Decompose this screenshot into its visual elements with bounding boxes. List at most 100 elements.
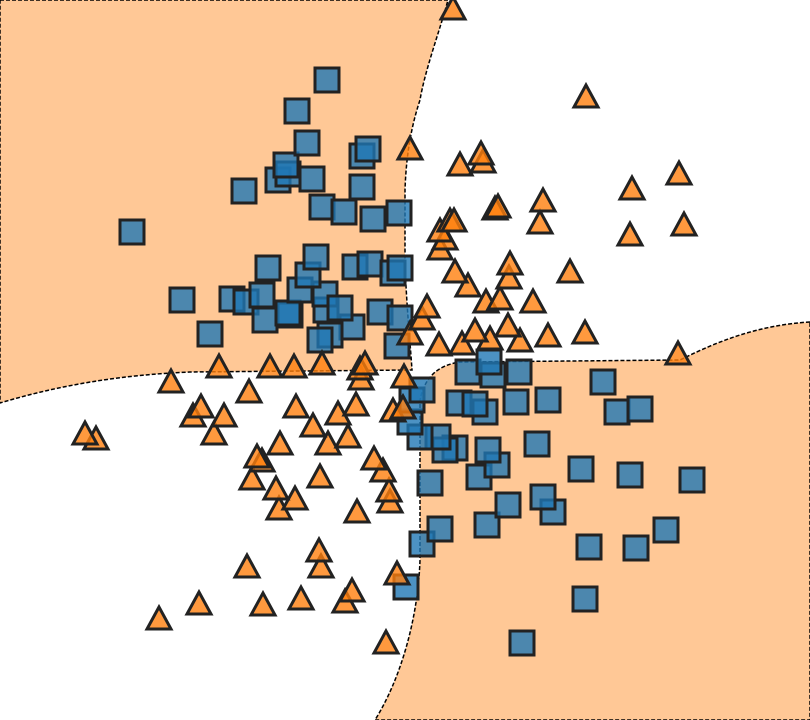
square-point — [251, 306, 279, 334]
square-point — [118, 218, 146, 246]
square-point — [529, 483, 557, 511]
triangle-point — [389, 361, 419, 389]
square-point — [678, 466, 706, 494]
triangle-point — [255, 351, 285, 379]
square-point — [230, 177, 258, 205]
square-point — [603, 398, 631, 426]
square-point — [534, 386, 562, 414]
triangle-point — [237, 463, 267, 491]
triangle-point — [204, 351, 234, 379]
square-point — [386, 254, 414, 282]
triangle-point — [286, 583, 316, 611]
triangle-point — [424, 329, 454, 357]
square-point — [494, 491, 522, 519]
triangle-point — [505, 325, 535, 353]
square-point — [475, 348, 503, 376]
square-point — [356, 250, 384, 278]
square-point — [308, 193, 336, 221]
square-point — [306, 326, 334, 354]
triangle-point — [333, 421, 363, 449]
triangle-point — [298, 410, 328, 438]
square-point — [274, 299, 302, 327]
square-point — [326, 294, 354, 322]
square-point — [505, 358, 533, 386]
triangle-point — [438, 0, 468, 21]
triangle-point — [495, 248, 525, 276]
triangle-point — [570, 317, 600, 345]
triangle-point — [261, 473, 291, 501]
square-point — [196, 320, 224, 348]
triangle-point — [388, 392, 418, 420]
square-point — [168, 286, 196, 314]
square-point — [283, 97, 311, 125]
square-point — [652, 516, 680, 544]
triangle-point — [395, 133, 425, 161]
triangle-point — [571, 81, 601, 109]
triangle-point — [460, 315, 490, 343]
triangle-point — [232, 551, 262, 579]
triangle-point — [70, 418, 100, 446]
triangle-point — [199, 418, 229, 446]
triangle-point — [525, 207, 555, 235]
triangle-point — [234, 376, 264, 404]
triangle-point — [209, 400, 239, 428]
triangle-point — [265, 428, 295, 456]
triangle-point — [485, 283, 515, 311]
triangle-point — [439, 205, 469, 233]
square-point — [348, 173, 376, 201]
square-point — [302, 243, 330, 271]
triangle-point — [374, 475, 404, 503]
triangle-point — [483, 191, 513, 219]
triangle-point — [445, 149, 475, 177]
triangle-point — [453, 270, 483, 298]
triangle-point — [382, 558, 412, 586]
triangle-point — [281, 391, 311, 419]
square-point — [298, 165, 326, 193]
square-point — [254, 254, 282, 282]
triangle-point — [305, 461, 335, 489]
triangle-point — [342, 496, 372, 524]
square-point — [248, 281, 276, 309]
triangle-point — [466, 138, 496, 166]
triangle-point — [337, 575, 367, 603]
triangle-point — [184, 588, 214, 616]
triangle-point — [494, 262, 524, 290]
triangle-point — [242, 441, 272, 469]
triangle-point — [412, 291, 442, 319]
triangle-point — [447, 328, 477, 356]
square-point — [567, 455, 595, 483]
triangle-point — [371, 627, 401, 655]
square-point — [461, 390, 489, 418]
square-point — [383, 332, 411, 360]
square-point — [626, 395, 654, 423]
triangle-point — [248, 589, 278, 617]
triangle-point — [350, 348, 380, 376]
square-point — [386, 304, 414, 332]
square-point — [293, 129, 321, 157]
triangle-point — [664, 158, 694, 186]
triangle-point — [518, 286, 548, 314]
square-point — [575, 533, 603, 561]
triangle-point — [186, 391, 216, 419]
square-point — [523, 430, 551, 458]
triangle-point — [359, 443, 389, 471]
square-point — [571, 585, 599, 613]
square-point — [354, 135, 382, 163]
triangle-point — [156, 366, 186, 394]
triangle-point — [528, 185, 558, 213]
square-point — [426, 515, 454, 543]
square-point — [359, 205, 387, 233]
triangle-point — [144, 603, 174, 631]
square-point — [330, 198, 358, 226]
square-point — [589, 368, 617, 396]
triangle-point — [306, 551, 336, 579]
triangle-point — [555, 256, 585, 284]
marks — [70, 0, 706, 657]
square-point — [272, 151, 300, 179]
square-point — [313, 66, 341, 94]
decision-region — [0, 0, 449, 404]
square-point — [416, 469, 444, 497]
triangle-point — [395, 318, 425, 346]
square-point — [508, 629, 536, 657]
